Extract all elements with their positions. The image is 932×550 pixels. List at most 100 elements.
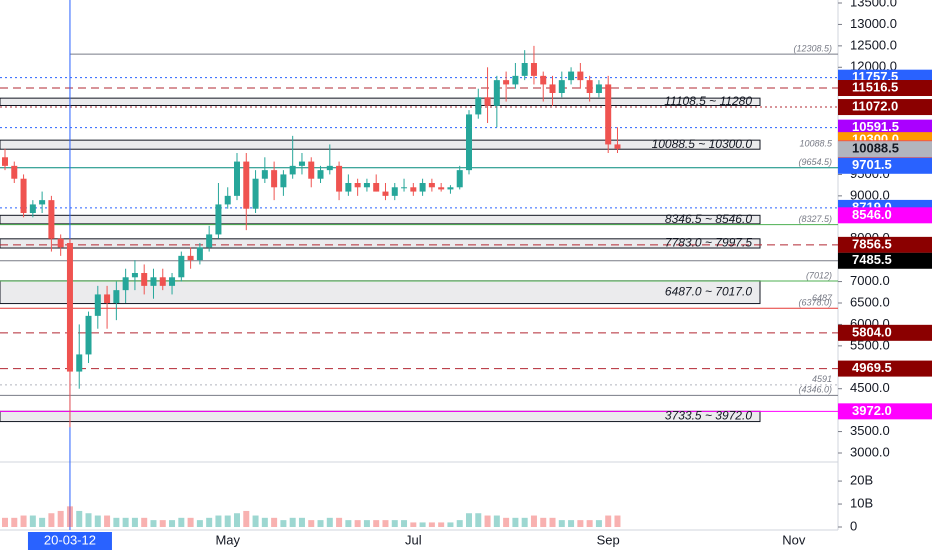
volume-bar: [354, 520, 361, 528]
volume-bar: [57, 510, 64, 528]
y-tick-label: 7000.0: [850, 273, 890, 288]
volume-bar: [512, 517, 519, 528]
candle-body: [150, 277, 157, 286]
candle-body: [271, 170, 278, 188]
volume-bar: [298, 517, 305, 528]
candle-body: [540, 75, 547, 85]
volume-bar: [178, 517, 185, 528]
volume-bar: [39, 517, 46, 528]
candle-body: [131, 273, 138, 278]
volume-bar: [530, 515, 537, 528]
volume-bar: [66, 506, 73, 528]
volume-bar: [29, 515, 36, 528]
volume-bar: [271, 517, 278, 528]
candle-body: [187, 255, 194, 261]
volume-bar: [345, 520, 352, 528]
level-label: 6487: [812, 293, 833, 303]
candle-body: [466, 114, 472, 171]
candle-body: [48, 200, 55, 239]
candle-body: [410, 187, 417, 192]
zone-label: 7783.0 ~ 7997.5: [665, 236, 752, 250]
candle-body: [438, 187, 445, 190]
volume-bar: [456, 520, 463, 528]
candle-body: [493, 80, 500, 106]
candle-body: [336, 165, 343, 192]
price-tag-label: 9701.5: [852, 157, 892, 172]
price-tag-label: 5804.0: [852, 324, 892, 339]
level-label: (6378.0): [798, 298, 832, 308]
candle-body: [224, 195, 231, 205]
volume-bar: [373, 520, 380, 528]
candle-body: [57, 238, 64, 248]
candle-body: [382, 191, 389, 196]
y2-tick-label: 0: [850, 518, 857, 533]
volume-bar: [595, 520, 602, 528]
candle-body: [586, 80, 593, 93]
candle-body: [280, 174, 287, 188]
volume-bar: [104, 515, 111, 528]
volume-bar: [85, 513, 92, 528]
candle-body: [447, 187, 454, 190]
volume-bar: [419, 522, 426, 528]
candle-body: [373, 183, 380, 192]
volume-bar: [521, 517, 528, 528]
volume-bar: [187, 517, 194, 528]
level-label: 10088.5: [799, 139, 833, 149]
candle-body: [363, 183, 370, 188]
price-tag: [838, 80, 932, 97]
volume-bar: [224, 515, 231, 528]
volume-bar: [48, 513, 55, 528]
volume-bar: [252, 515, 259, 528]
y-tick-label: 13000.0: [850, 16, 897, 31]
volume-bar: [206, 517, 213, 528]
y-tick-label: 12500.0: [850, 37, 897, 52]
candle-body: [456, 170, 463, 188]
price-tag: [838, 360, 932, 377]
price-tag: [838, 157, 932, 174]
zone: [0, 410, 761, 423]
candle-body: [252, 178, 259, 209]
zone-label: 8346.5 ~ 8546.0: [665, 212, 752, 226]
y-tick-label: 4500.0: [850, 380, 890, 395]
price-tag: [838, 324, 932, 341]
candle-body: [85, 315, 92, 355]
candle-body: [308, 161, 315, 179]
y-tick-label: 3000.0: [850, 444, 890, 459]
price-tag-label: 10088.5: [852, 141, 899, 156]
price-tag-label: 7485.5: [852, 252, 892, 267]
candle-body: [20, 178, 27, 213]
volume-bar: [289, 517, 296, 528]
candle-body: [558, 80, 565, 93]
candle-body: [261, 170, 268, 179]
candle-body: [178, 255, 185, 278]
candle-body: [512, 75, 519, 85]
candle-body: [549, 84, 556, 93]
candle-body: [11, 165, 18, 179]
price-tag-label: 10591.5: [852, 119, 899, 134]
y2-tick-label: 20B: [850, 473, 873, 488]
volume-bar: [94, 515, 101, 528]
candle-body: [141, 273, 148, 286]
y-tick-label: 5500.0: [850, 337, 890, 352]
candle-body: [113, 290, 120, 303]
candle-body: [196, 247, 203, 261]
volume-bar: [308, 520, 315, 528]
zone: [0, 214, 761, 225]
candle-body: [345, 183, 352, 192]
volume-bar: [558, 520, 565, 528]
volume-bar: [169, 520, 176, 528]
volume-bar: [475, 513, 482, 528]
price-tag: [838, 99, 932, 116]
candle-body: [66, 243, 73, 372]
candle-body: [289, 165, 296, 175]
y2-tick-label: 10B: [850, 495, 873, 510]
candle-body: [401, 187, 408, 189]
volume-bar: [577, 520, 584, 528]
volume-bar: [20, 515, 27, 528]
volume-bar: [568, 520, 575, 528]
candle-body: [39, 200, 46, 205]
candle-body: [354, 183, 361, 188]
candle-body: [577, 71, 584, 81]
price-tag-label: 7856.5: [852, 236, 892, 251]
level-label: (4346.0): [798, 385, 832, 395]
